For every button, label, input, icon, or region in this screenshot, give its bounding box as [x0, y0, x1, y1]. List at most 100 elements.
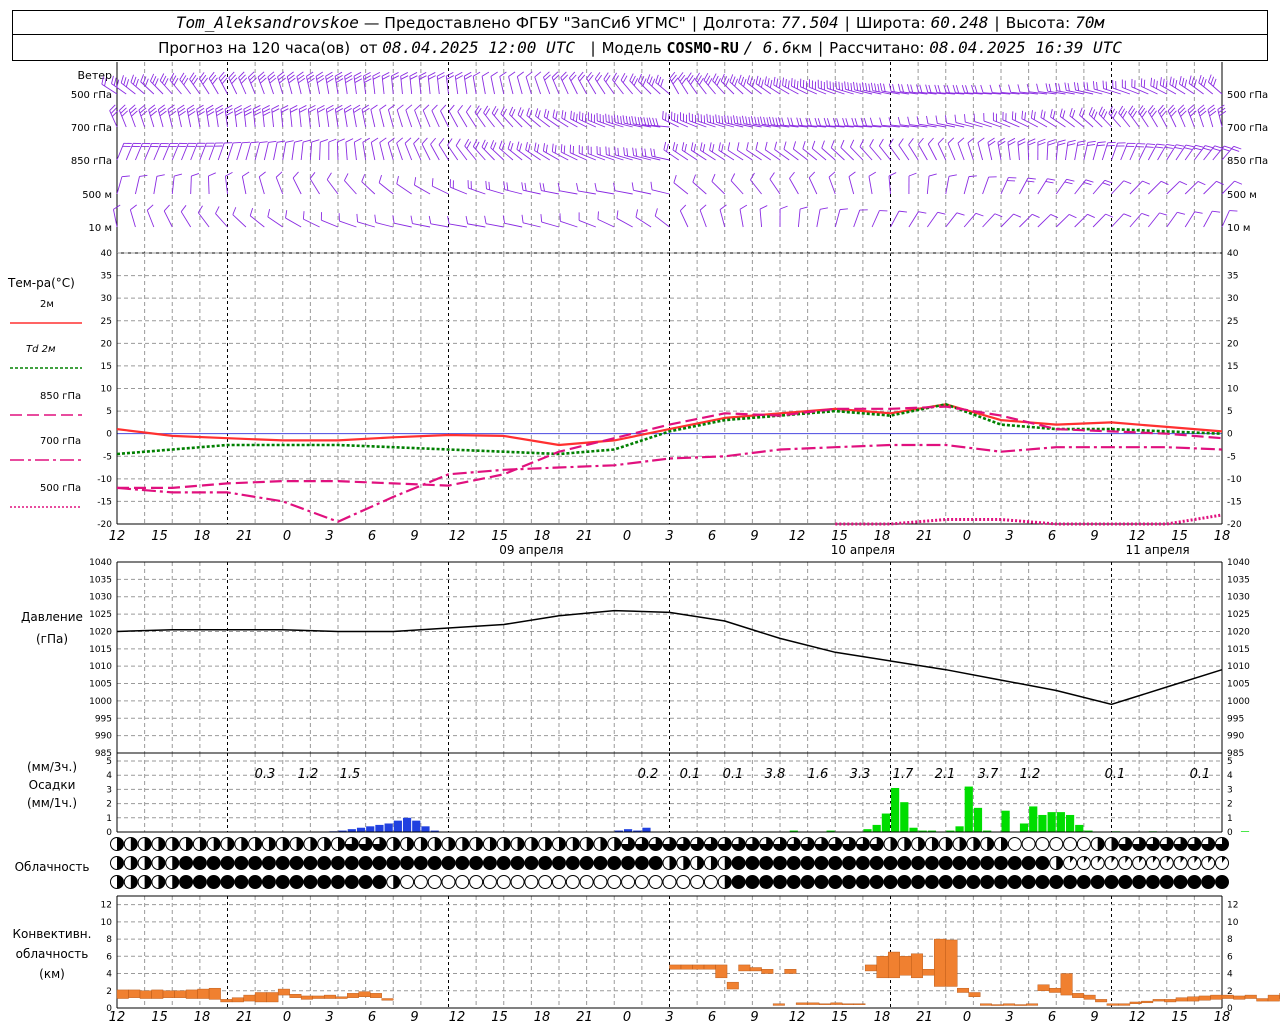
wind-barb-feather [681, 77, 687, 85]
wind-barb-feather [1153, 79, 1155, 88]
pressure-tick-right: 1035 [1227, 575, 1250, 585]
cloud-symbol [634, 875, 649, 889]
temp-tick-left: 10 [101, 385, 113, 395]
precip-3h-total: 1.2 [298, 767, 319, 782]
wind-barb-feather [1131, 110, 1138, 118]
wind-barb [888, 145, 901, 161]
cloud-symbol [400, 837, 415, 851]
wind-barb-feather [1189, 110, 1197, 117]
wind-barb-feather [622, 115, 625, 124]
wind-barb [396, 109, 403, 128]
wind-barb-feather [302, 139, 311, 143]
wind-barb-feather [1160, 110, 1167, 118]
wind-barb-feather [392, 215, 395, 224]
cloud-symbol [151, 837, 166, 851]
conv-cloud-block [945, 939, 958, 987]
cloud-fill-part [117, 856, 124, 870]
wind-barb-feather [129, 107, 137, 114]
wind-barb [711, 181, 726, 195]
wind-barb-feather [577, 71, 584, 79]
wind-barb [486, 188, 504, 195]
cloud-fill-full [939, 875, 953, 889]
wind-barb [1112, 87, 1131, 95]
cloud-circle [703, 875, 718, 889]
conv-cloud-block [162, 990, 175, 998]
wind-barb-feather [860, 117, 864, 126]
wind-barb-feather [189, 72, 195, 80]
wind-barb-feather [1102, 182, 1111, 186]
wind-barb-feather [870, 82, 874, 91]
wind-barb-feather [258, 74, 266, 81]
bottom-x-tick: 15 [1171, 1010, 1188, 1024]
cloud-symbol [621, 875, 636, 889]
wind-barb-feather [1103, 111, 1108, 119]
cloud-fill-full [773, 875, 787, 889]
conv-cloud-block [980, 1003, 992, 1006]
wind-barb-feather [643, 117, 647, 126]
wind-level-label-right: 850 гПа [1227, 156, 1268, 167]
wind-barb [579, 119, 597, 128]
conv-cloud-block [323, 994, 336, 999]
wind-barb-feather [608, 114, 610, 123]
wind-barb-feather [210, 74, 217, 82]
wind-barb [918, 123, 937, 128]
cloud-fill-full [1022, 856, 1036, 870]
wind-barb [577, 77, 588, 95]
cloud-symbol [1007, 875, 1022, 889]
wind-barb-feather [657, 76, 662, 85]
wind-barb-feather [455, 138, 461, 146]
wind-barb-feather [799, 206, 808, 210]
wind-barb [189, 78, 201, 95]
conv-cloud-block [899, 956, 912, 976]
wind-barb-feather [465, 105, 472, 113]
wind-barb-feather [149, 107, 157, 114]
wind-barb [578, 190, 596, 195]
wind-barb-feather [1040, 109, 1043, 118]
wind-barb [525, 76, 532, 95]
cloud-symbol [1201, 875, 1216, 889]
cloud-symbol [1021, 875, 1036, 889]
cloud-circle [413, 875, 428, 889]
cloud-symbol [469, 856, 484, 870]
cloud-fill-part [842, 837, 856, 851]
wind-barb-feather [297, 74, 305, 81]
cloud-fill-part [732, 837, 746, 851]
wind-barb-feather [1179, 181, 1188, 186]
wind-barb-feather [850, 83, 853, 92]
wind-barb-feather [888, 172, 897, 177]
temp-x-tick: 6 [1048, 529, 1056, 544]
precip-3h-total: 0.1 [1190, 767, 1211, 782]
wind-barb [859, 146, 873, 161]
wind-barb [561, 117, 578, 128]
cloud-symbol [676, 875, 691, 889]
cloud-symbol [1215, 856, 1229, 870]
wind-barb-feather [1143, 79, 1146, 88]
conv-cloud-block [1221, 994, 1234, 999]
bottom-x-tick: 3 [325, 1010, 333, 1024]
wind-barb [552, 117, 569, 128]
wind-barb-feather [625, 115, 628, 124]
wind-barb-feather [1194, 211, 1203, 214]
cloud-symbol [317, 856, 332, 870]
wind-barb [1184, 211, 1196, 228]
cloud-symbol [911, 837, 926, 851]
wind-barb [516, 76, 523, 95]
temp-x-tick: 18 [1214, 529, 1231, 544]
temp-tick-right: 40 [1227, 249, 1239, 259]
wind-barb-feather [1024, 112, 1026, 121]
wind-barb-feather [225, 108, 233, 113]
wind-barb-feather [1088, 106, 1093, 115]
wind-barb-feather [740, 76, 745, 85]
precip-bar [1038, 814, 1047, 832]
wind-barb-feather [1203, 79, 1207, 87]
cloud-symbol [1021, 837, 1036, 851]
wind-barb-feather [614, 146, 616, 155]
wind-barb-feather [1193, 79, 1197, 88]
precip-bar [412, 820, 421, 832]
wind-barb-feather [1086, 82, 1089, 91]
wind-barb [1147, 212, 1160, 228]
wind-barb-feather [989, 84, 993, 93]
temp-x-tick: 0 [623, 529, 631, 544]
pressure-tick-left: 985 [95, 749, 112, 759]
wind-barb [245, 142, 252, 161]
